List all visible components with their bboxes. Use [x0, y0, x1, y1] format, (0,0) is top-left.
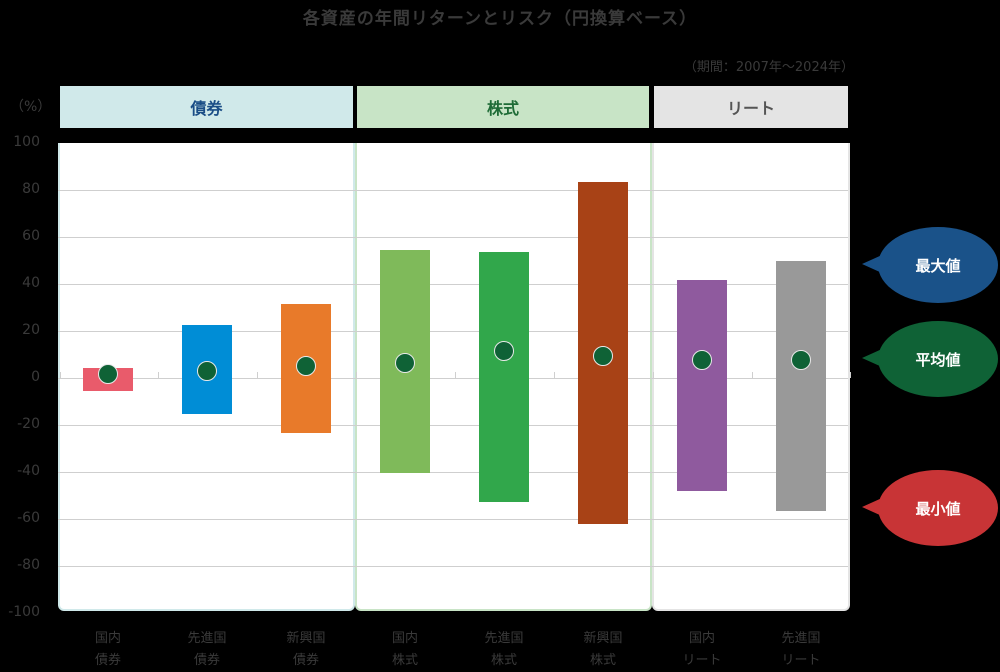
x-tick — [356, 372, 357, 378]
x-tick — [850, 372, 851, 378]
x-tick — [554, 372, 555, 378]
range-bar — [677, 280, 727, 492]
legend-min-tail — [862, 498, 882, 516]
x-tick — [158, 372, 159, 378]
x-axis-label: 新興国 株式 — [583, 631, 623, 668]
mean-marker — [296, 356, 316, 376]
chart-title: 各資産の年間リターンとリスク（円換算ベース） — [302, 9, 698, 29]
x-axis-label: 国内 リート — [682, 631, 722, 668]
legend-max-tail — [862, 255, 882, 273]
mean-marker — [791, 349, 811, 370]
x-axis-label: 新興国 債券 — [286, 631, 326, 668]
x-axis-label: 先進国 債券 — [187, 631, 227, 668]
category-header-bonds: 債券 — [60, 86, 353, 128]
mean-marker — [197, 360, 217, 381]
y-tick-label: -40 — [17, 463, 40, 479]
x-tick — [653, 372, 654, 378]
y-tick-label: -60 — [17, 510, 40, 526]
gridline — [58, 237, 848, 238]
category-header-stocks: 株式 — [357, 86, 649, 128]
y-tick-label: -80 — [17, 557, 40, 573]
x-tick — [752, 372, 753, 378]
x-axis-label: 先進国 リート — [781, 631, 821, 668]
period-label: （期間：2007年〜2024年） — [683, 60, 854, 75]
y-tick-label: 80 — [22, 181, 40, 197]
legend-mean-tail — [862, 349, 882, 367]
mean-marker — [692, 349, 712, 370]
range-bar — [479, 252, 529, 503]
x-tick — [257, 372, 258, 378]
mean-marker — [395, 352, 415, 373]
mean-marker — [593, 345, 613, 366]
x-axis-label: 先進国 株式 — [484, 631, 524, 668]
y-tick-label: 0 — [31, 369, 40, 385]
range-bar — [776, 260, 826, 511]
y-tick-label: 60 — [22, 228, 40, 244]
legend-min-bubble: 最小値 — [878, 470, 998, 546]
gridline — [58, 566, 848, 567]
gridline — [58, 190, 848, 191]
gridline — [58, 519, 848, 520]
legend-mean-bubble: 平均値 — [878, 321, 998, 397]
x-tick — [60, 372, 61, 378]
y-tick-label: -20 — [17, 416, 40, 432]
x-axis-label: 国内 債券 — [94, 631, 121, 668]
gridline — [58, 378, 848, 379]
gridline — [58, 425, 848, 426]
header-band — [60, 128, 848, 143]
y-tick-label: 20 — [22, 322, 40, 338]
x-axis-label: 国内 株式 — [391, 631, 418, 668]
y-tick-label: -100 — [8, 604, 40, 620]
gridline — [58, 284, 848, 285]
mean-marker — [98, 364, 118, 385]
y-tick-label: 100 — [13, 134, 40, 150]
y-axis-unit: （%） — [10, 99, 52, 115]
gridline — [58, 331, 848, 332]
y-tick-label: 40 — [22, 275, 40, 291]
x-tick — [455, 372, 456, 378]
category-header-reits: リート — [654, 86, 848, 128]
gridline — [58, 472, 848, 473]
legend-max-bubble: 最大値 — [878, 227, 998, 303]
mean-marker — [494, 340, 514, 361]
